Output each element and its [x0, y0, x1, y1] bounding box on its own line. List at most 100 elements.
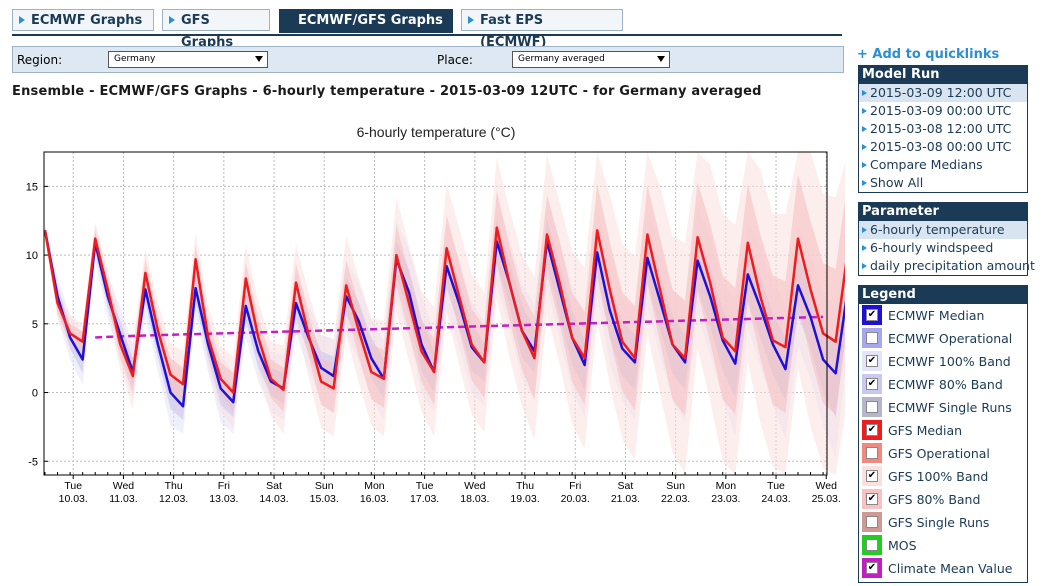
page-title: Ensemble - ECMWF/GFS Graphs - 6-hourly t…: [12, 84, 762, 99]
x-tick-day-label: Sat: [618, 480, 634, 492]
triangle-icon: [468, 16, 474, 24]
x-tick-day-label: Sun: [666, 480, 685, 492]
x-tick-date-label: 18.03.: [460, 493, 489, 505]
x-tick-day-label: Mon: [716, 480, 737, 492]
model-run-title: Model Run: [859, 66, 1027, 84]
chevron-down-icon: [255, 56, 263, 62]
model-run-item[interactable]: 2015-03-09 12:00 UTC: [859, 84, 1027, 102]
x-tick-date-label: 23.03.: [711, 493, 740, 505]
legend-panel: Legend ✔ ECMWF Median ECMWF Operational ✔ EC…: [858, 285, 1028, 583]
filter-bar: Region: Germany Place: Germany averaged: [12, 46, 844, 73]
region-select[interactable]: Germany: [108, 51, 268, 68]
place-select[interactable]: Germany averaged: [512, 51, 670, 68]
checkbox-icon[interactable]: [866, 447, 878, 459]
legend-label: GFS 80% Band: [888, 492, 981, 507]
tab-gfs-graphs[interactable]: GFS Graphs: [162, 9, 270, 50]
legend-item-gfs-median[interactable]: ✔ GFS Median: [859, 419, 1027, 442]
x-tick-day-label: Fri: [218, 480, 230, 492]
y-tick-label: 5: [32, 319, 38, 331]
show-all-link[interactable]: Show All: [859, 174, 1027, 192]
parameter-item[interactable]: 6-hourly temperature: [859, 221, 1027, 239]
legend-item-climate-mean-value[interactable]: ✔ Climate Mean Value: [859, 557, 1027, 580]
place-label: Place:: [437, 53, 473, 67]
parameter-item[interactable]: daily precipitation amount: [859, 257, 1035, 275]
chart-title: 6-hourly temperature (°C): [357, 124, 516, 140]
model-run-item[interactable]: 2015-03-09 00:00 UTC: [859, 102, 1027, 120]
triangle-icon: [862, 245, 867, 251]
x-tick-date-label: 12.03.: [159, 493, 188, 505]
checkbox-checked-icon[interactable]: ✔: [866, 424, 878, 436]
legend-item-gfs-operational[interactable]: GFS Operational: [859, 442, 1027, 465]
triangle-icon: [862, 227, 867, 233]
legend-item-ecmwf-median[interactable]: ✔ ECMWF Median: [859, 304, 1027, 327]
triangle-icon: [169, 16, 175, 24]
legend-label: ECMWF Single Runs: [888, 400, 1012, 415]
legend-swatch: ✔: [862, 374, 882, 394]
gfs-80-band: [45, 173, 845, 416]
legend-label: ECMWF Median: [888, 308, 985, 323]
y-tick-label: 15: [26, 181, 38, 193]
tab-ecmwf-graphs[interactable]: ECMWF Graphs: [12, 9, 154, 31]
x-tick-date-label: 19.03.: [510, 493, 539, 505]
x-tick-day-label: Wed: [464, 480, 486, 492]
model-run-item[interactable]: 2015-03-08 12:00 UTC: [859, 120, 1027, 138]
triangle-icon: [862, 162, 867, 168]
checkbox-checked-icon[interactable]: ✔: [866, 309, 878, 321]
legend-label: GFS Single Runs: [888, 515, 990, 530]
legend-item-gfs-80-band[interactable]: ✔ GFS 80% Band: [859, 488, 1027, 511]
x-tick-day-label: Tue: [64, 480, 82, 492]
legend-item-gfs-single-runs[interactable]: GFS Single Runs: [859, 511, 1027, 534]
checkbox-icon[interactable]: [866, 401, 878, 413]
parameter-item[interactable]: 6-hourly windspeed: [859, 239, 1027, 257]
legend-swatch: ✔: [862, 420, 882, 440]
x-tick-day-label: Sat: [266, 480, 282, 492]
tab-ecmwf-gfs-graphs[interactable]: ECMWF/GFS Graphs: [279, 9, 453, 33]
legend-label: Climate Mean Value: [888, 561, 1013, 576]
legend-item-ecmwf-100-band[interactable]: ✔ ECMWF 100% Band: [859, 350, 1027, 373]
legend-item-ecmwf-single-runs[interactable]: ECMWF Single Runs: [859, 396, 1027, 419]
compare-medians-link[interactable]: Compare Medians: [859, 156, 1027, 174]
legend-swatch: [862, 328, 882, 348]
legend-label: GFS 100% Band: [888, 469, 989, 484]
x-tick-date-label: 20.03.: [561, 493, 590, 505]
add-to-quicklinks-link[interactable]: + Add to quicklinks: [857, 47, 1000, 62]
triangle-icon: [862, 263, 867, 269]
checkbox-checked-icon[interactable]: ✔: [866, 378, 878, 390]
x-tick-date-label: 21.03.: [611, 493, 640, 505]
legend-swatch: ✔: [862, 305, 882, 325]
climate-mean-value-line: [95, 315, 824, 339]
legend-label: ECMWF Operational: [888, 331, 1013, 346]
checkbox-checked-icon[interactable]: ✔: [866, 493, 878, 505]
legend-item-mos[interactable]: MOS: [859, 534, 1027, 557]
triangle-icon: [862, 126, 867, 132]
legend-label: GFS Operational: [888, 446, 990, 461]
gfs-median-line: [43, 226, 845, 394]
checkbox-checked-icon[interactable]: ✔: [866, 562, 878, 574]
legend-label: ECMWF 80% Band: [888, 377, 1003, 392]
checkbox-checked-icon[interactable]: ✔: [866, 355, 878, 367]
checkbox-icon[interactable]: [866, 332, 878, 344]
x-tick-date-label: 16.03.: [360, 493, 389, 505]
legend-swatch: ✔: [862, 466, 882, 486]
tab-bar: ECMWF Graphs GFS Graphs ECMWF/GFS Graphs…: [12, 8, 842, 50]
checkbox-icon[interactable]: [866, 516, 878, 528]
x-tick-date-label: 25.03.: [812, 493, 841, 505]
y-tick-label: 10: [26, 250, 38, 262]
model-run-item[interactable]: 2015-03-08 00:00 UTC: [859, 138, 1027, 156]
legend-swatch: [862, 535, 882, 555]
checkbox-checked-icon[interactable]: ✔: [866, 470, 878, 482]
legend-item-gfs-100-band[interactable]: ✔ GFS 100% Band: [859, 465, 1027, 488]
x-tick-day-label: Wed: [816, 480, 838, 492]
legend-item-ecmwf-80-band[interactable]: ✔ ECMWF 80% Band: [859, 373, 1027, 396]
x-tick-date-label: 24.03.: [761, 493, 790, 505]
x-tick-day-label: Wed: [113, 480, 135, 492]
x-tick-date-label: 22.03.: [661, 493, 690, 505]
x-tick-day-label: Sun: [315, 480, 334, 492]
plot-frame: [43, 151, 828, 476]
tab-fast-eps[interactable]: Fast EPS (ECMWF): [461, 9, 623, 50]
legend-item-ecmwf-operational[interactable]: ECMWF Operational: [859, 327, 1027, 350]
legend-swatch: ✔: [862, 489, 882, 509]
x-tick-date-label: 15.03.: [310, 493, 339, 505]
triangle-icon: [862, 90, 867, 96]
checkbox-icon[interactable]: [866, 539, 878, 551]
